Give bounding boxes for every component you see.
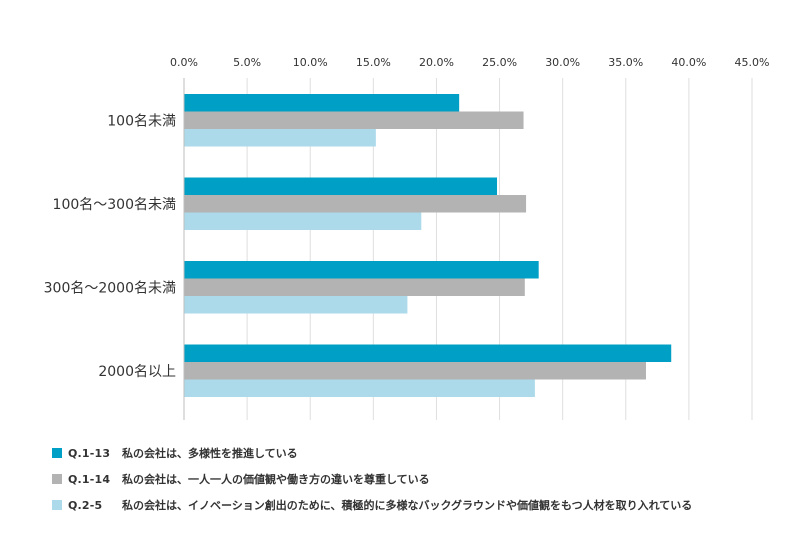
bar-q1-14 xyxy=(184,278,525,296)
x-tick-label: 30.0% xyxy=(545,56,580,69)
legend-item: Q.2-5 私の会社は、イノベーション創出のために、積極的に多様なバックグラウン… xyxy=(52,492,692,518)
category-label: 100名～300名未満 xyxy=(53,197,176,213)
x-tick-label: 20.0% xyxy=(419,56,454,69)
legend: Q.1-13 私の会社は、多様性を推進している Q.1-14 私の会社は、一人一… xyxy=(52,440,692,518)
legend-code: Q.1-14 xyxy=(68,472,111,486)
bar-q1-13 xyxy=(184,261,539,279)
bar-q2-5 xyxy=(184,379,535,397)
x-tick-label: 45.0% xyxy=(735,56,770,69)
bar-q2-5 xyxy=(184,129,376,147)
category-label: 300名～2000名未満 xyxy=(44,280,176,296)
category-label: 2000名以上 xyxy=(98,364,176,380)
legend-swatch-q2-5 xyxy=(52,500,62,510)
bar-q1-14 xyxy=(184,111,524,129)
legend-code: Q.2-5 xyxy=(68,498,103,512)
legend-code: Q.1-13 xyxy=(68,446,111,460)
legend-label: 私の会社は、一人一人の価値観や働き方の違いを尊重している xyxy=(122,473,430,486)
legend-swatch-q1-14 xyxy=(52,474,62,484)
bar-q2-5 xyxy=(184,212,422,230)
bar-q1-14 xyxy=(184,362,646,380)
legend-swatch-q1-13 xyxy=(52,448,62,458)
bar-q2-5 xyxy=(184,296,408,314)
bar-q1-13 xyxy=(184,177,498,195)
legend-item: Q.1-14 私の会社は、一人一人の価値観や働き方の違いを尊重している xyxy=(52,466,692,492)
x-tick-label: 5.0% xyxy=(233,56,261,69)
bar-q1-13 xyxy=(184,344,672,362)
x-tick-label: 40.0% xyxy=(671,56,706,69)
bar-q1-14 xyxy=(184,195,527,213)
bar-q1-13 xyxy=(184,94,460,112)
x-tick-label: 25.0% xyxy=(482,56,517,69)
legend-item: Q.1-13 私の会社は、多様性を推進している xyxy=(52,440,692,466)
legend-label: 私の会社は、イノベーション創出のために、積極的に多様なバックグラウンドや価値観を… xyxy=(122,499,693,512)
x-tick-label: 0.0% xyxy=(170,56,198,69)
category-label: 100名未満 xyxy=(107,113,176,129)
x-tick-label: 15.0% xyxy=(356,56,391,69)
x-tick-label: 10.0% xyxy=(293,56,328,69)
x-tick-label: 35.0% xyxy=(608,56,643,69)
legend-label: 私の会社は、多様性を推進している xyxy=(122,447,298,460)
bar-chart: 0.0% 5.0% 10.0% 15.0% 20.0% 25.0% 30.0% 35.0% 40… xyxy=(44,56,770,420)
